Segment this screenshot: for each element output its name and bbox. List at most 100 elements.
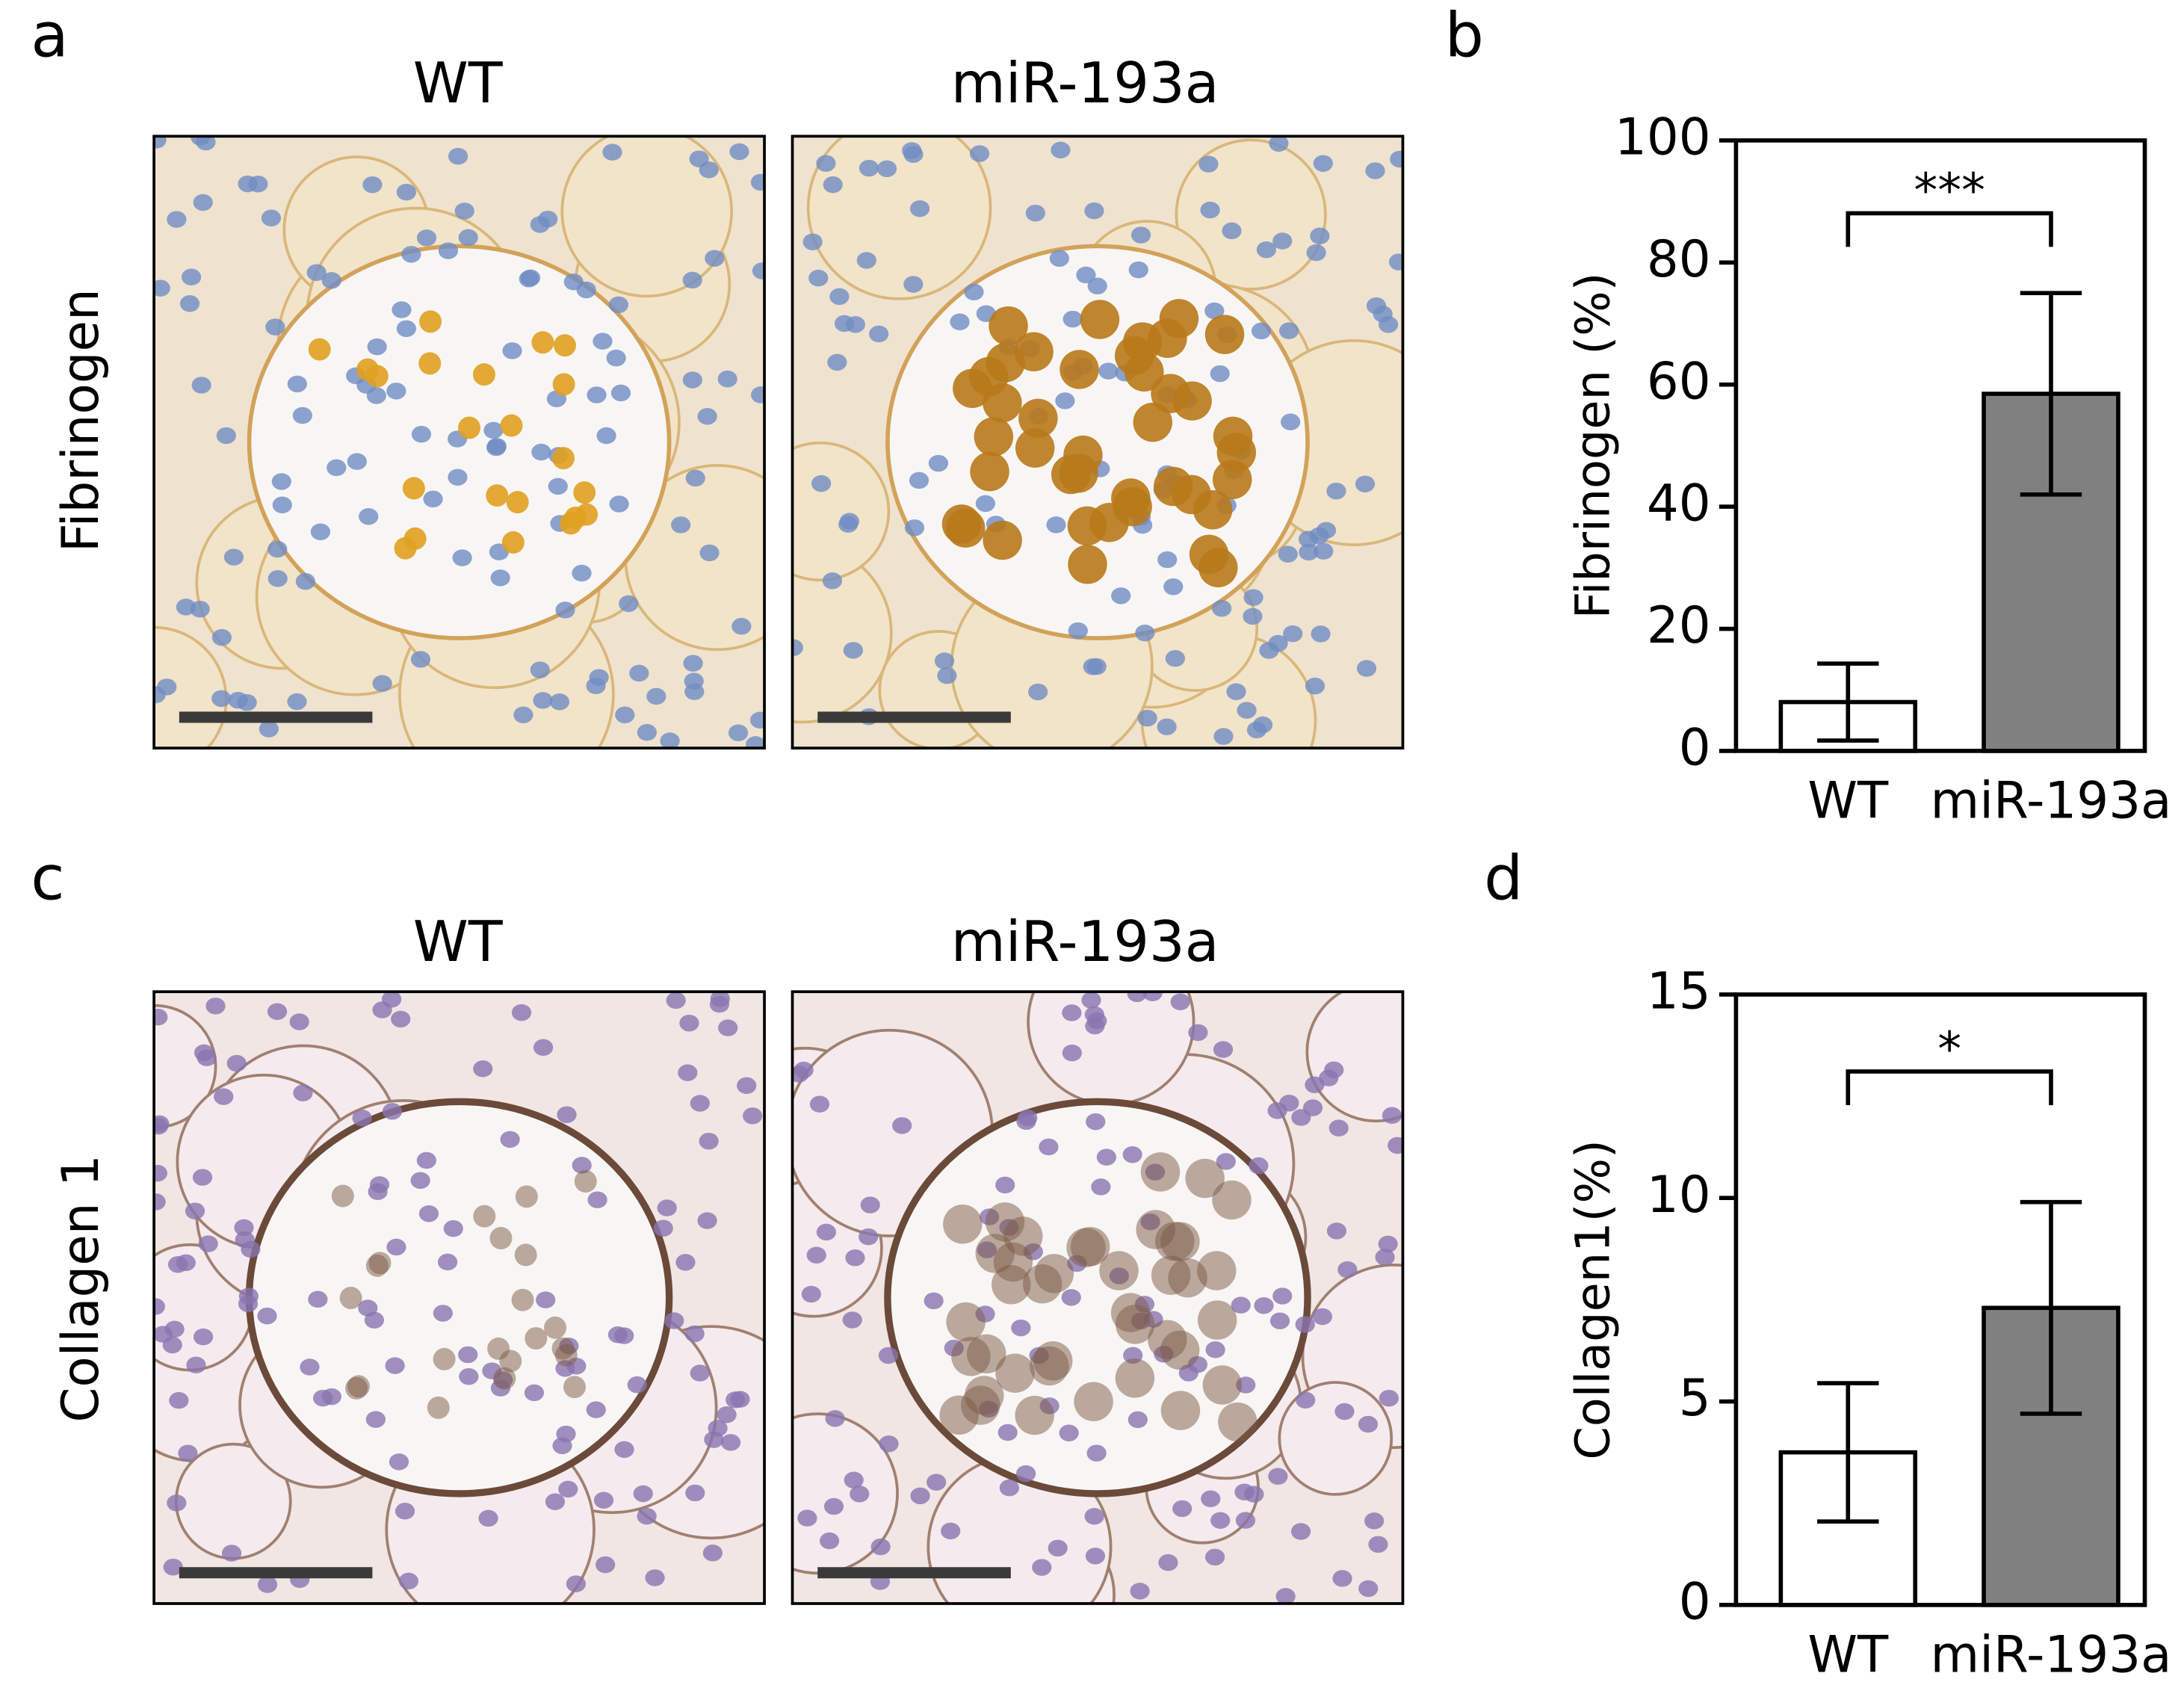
nucleus [1306,244,1326,262]
nucleus [746,736,765,749]
nucleus [1210,365,1230,383]
nucleus [950,313,970,331]
nucleus [1111,587,1131,605]
stain [943,1205,983,1244]
stain [941,504,982,544]
nucleus [287,375,308,393]
nucleus [1310,227,1330,245]
nucleus [792,1066,809,1083]
nucleus [1278,545,1298,563]
nucleus [502,342,522,359]
stain [486,484,509,507]
nucleus [1158,1553,1178,1571]
stain [1148,1320,1187,1359]
nucleus [1231,1296,1251,1314]
nucleus [850,1485,870,1503]
nucleus [186,1356,206,1374]
nucleus [1049,250,1069,268]
stain [331,1184,354,1208]
nucleus [1312,1308,1333,1326]
nucleus [1305,677,1325,695]
nucleus [410,1172,430,1190]
stain [501,531,525,554]
nucleus [1358,1415,1379,1433]
nucleus [731,617,752,635]
nucleus [1084,202,1104,220]
nucleus [829,288,850,306]
nucleus [563,273,584,291]
charts: 0 20 40 60 80 100 Fibrinogen (%) WT miR-193a *** 0… [1566,108,2172,1684]
nucleus [937,667,957,684]
nucleus [557,1106,577,1123]
nucleus [660,732,680,749]
nucleus [1130,226,1151,244]
nucleus [410,651,431,668]
nucleus [633,1485,653,1503]
nucleus [321,1388,341,1406]
nucleus [271,473,291,490]
nucleus [750,711,765,729]
stain [347,1375,370,1398]
nucleus [1256,241,1277,259]
stain [458,416,481,439]
nucleus [1046,516,1066,534]
stain [472,363,495,386]
nucleus [486,438,507,455]
nucleus [1137,709,1157,727]
nucleus [226,1054,247,1072]
nucleus [566,1575,587,1592]
nucleus [1098,362,1119,380]
x-tick-label: miR-193a [1931,1625,2172,1684]
nucleus [1382,1107,1402,1125]
nucleus [1039,1138,1059,1156]
nucleus [699,544,720,562]
nucleus [347,453,367,470]
nucleus [684,683,705,700]
nucleus [969,145,990,162]
nucleus [500,1131,520,1148]
nucleus [683,655,703,672]
nucleus [1170,993,1190,1010]
nucleus [443,1219,463,1237]
nucleus [1379,1389,1399,1407]
nucleus [490,569,510,587]
nucleus [1062,1044,1082,1062]
nucleus [257,1307,277,1325]
stain [1216,433,1257,472]
nucleus [842,1311,862,1329]
stain [554,334,576,357]
nucleus [1281,413,1301,430]
stain [531,331,554,354]
nucleus [205,998,226,1015]
nucleus [737,1077,757,1095]
stain [368,1252,392,1275]
y-tick-label: 10 [1647,1165,1711,1224]
nucleus [572,1157,592,1174]
nucleus [697,407,717,425]
nucleus [593,333,613,350]
nucleus [310,523,331,540]
stain [975,1234,1015,1273]
nucleus [1076,266,1096,284]
x-tick-label: miR-193a [1931,771,2172,830]
stain [573,481,596,504]
nucleus [629,664,649,682]
stain [1172,381,1212,421]
nucleus [1204,1548,1225,1566]
nucleus [834,315,855,333]
nucleus [548,477,568,495]
stain [514,1243,537,1267]
nucleus [1085,1017,1105,1035]
nucleus [610,384,631,402]
nucleus [295,572,316,590]
nucleus [1319,1069,1339,1086]
nucleus [602,143,622,161]
stain [1074,1382,1113,1421]
stain [563,1376,586,1399]
stain [515,1185,538,1208]
nucleus [267,570,288,587]
panel-label: a [31,0,69,72]
nucleus [185,1202,205,1219]
nucleus [237,693,257,711]
nucleus [827,353,847,371]
